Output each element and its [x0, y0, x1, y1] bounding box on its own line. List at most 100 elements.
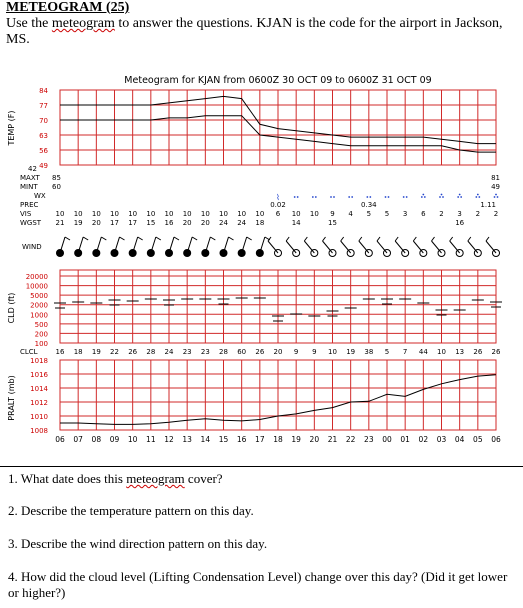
hour-label: 17: [255, 435, 265, 444]
vis-value: 6: [421, 210, 426, 218]
hour-label: 18: [273, 435, 283, 444]
wgst-label: WGST: [20, 219, 42, 227]
wind-barb: [228, 236, 234, 241]
vis-value: 10: [165, 210, 174, 218]
prec-value: 1.11: [480, 201, 496, 209]
intro-before: Use the: [6, 16, 52, 31]
question-1: 1. What date does this meteogram cover?: [8, 471, 513, 487]
wx-rain-dot-icon: [369, 196, 372, 198]
maxt-label: MAXT: [20, 174, 41, 182]
wind-barb: [485, 240, 497, 254]
clcl-value: 19: [346, 348, 355, 356]
cloud-tick-label: 5000: [30, 292, 48, 300]
maxt-right-value: 81: [491, 174, 500, 182]
wx-rain-dot-icon: [296, 196, 299, 198]
pressure-tick-label: 1012: [30, 399, 48, 407]
wind-barb: [155, 236, 162, 241]
mint-value: 60: [52, 183, 61, 191]
clcl-value: 19: [92, 348, 101, 356]
wx-rain-dot-icon: [442, 196, 444, 198]
vis-value: 3: [403, 210, 407, 218]
wind-barb: [322, 236, 326, 242]
wgst-value: 15: [146, 219, 155, 227]
wx-rain-dot-icon: [440, 193, 443, 196]
vis-value: 5: [385, 210, 389, 218]
hour-label: 05: [473, 435, 483, 444]
vis-value: 3: [457, 210, 461, 218]
wx-rain-dot-icon: [496, 196, 499, 198]
wx-rain-dot-icon: [366, 196, 369, 198]
wind-barb: [467, 240, 479, 254]
vis-value: 10: [92, 210, 101, 218]
wx-rain-dot-icon: [478, 196, 481, 198]
wind-barb: [259, 236, 266, 254]
hour-label: 16: [237, 435, 247, 444]
question-2-text: 2. Describe the temperature pattern on t…: [8, 503, 254, 518]
wgst-value: 24: [219, 219, 228, 227]
wind-barb: [95, 236, 102, 254]
wind-barb: [210, 236, 216, 241]
mint-right-value: 49: [491, 183, 500, 191]
wind-barb: [59, 236, 66, 254]
vis-value: 6: [276, 210, 281, 218]
wind-barb: [449, 236, 454, 242]
question-3-text: 3. Describe the wind direction pattern o…: [8, 536, 268, 551]
wx-rain-dot-icon: [476, 193, 479, 196]
wind-barb: [431, 240, 442, 254]
wgst-value: 21: [56, 219, 65, 227]
hour-label: 04: [455, 435, 465, 444]
wx-rain-dot-icon: [333, 196, 335, 198]
vis-value: 10: [292, 210, 301, 218]
intro-text: Use the meteogram to answer the question…: [6, 16, 518, 48]
clcl-label: CLCL: [20, 348, 38, 356]
wgst-value: 17: [110, 219, 119, 227]
wind-barb: [376, 236, 381, 242]
wx-rain-dot-icon: [405, 196, 408, 198]
hour-label: 07: [73, 435, 83, 444]
wx-rain-dot-icon: [351, 196, 354, 198]
cloud-tick-label: 10000: [26, 283, 48, 291]
wgst-value: 20: [183, 219, 192, 227]
temp-tick-label: 70: [39, 117, 48, 125]
wind-barb: [246, 236, 252, 241]
prec-value: 0.34: [361, 201, 377, 209]
wind-barb: [77, 236, 84, 254]
question-1-after: cover?: [184, 471, 223, 486]
wind-barb: [431, 236, 435, 242]
clcl-value: 23: [183, 348, 192, 356]
cloud-tick-label: 20000: [26, 273, 48, 281]
wind-label: WIND: [22, 243, 42, 251]
wind-barb: [322, 240, 333, 254]
wgst-value: 15: [328, 219, 337, 227]
wind-barb: [267, 240, 279, 254]
wind-barb: [173, 236, 180, 241]
wind-barb: [340, 240, 352, 254]
wind-barb: [137, 236, 143, 241]
wx-rain-dot-icon: [493, 196, 496, 198]
temp-tick-label: 63: [39, 132, 48, 140]
temp-axis-label: TEMP (F): [7, 110, 16, 146]
hour-label: 08: [92, 435, 102, 444]
document-header: METEOGRAM (25) Use the meteogram to answ…: [6, 0, 518, 48]
wx-rain-dot-icon: [384, 196, 387, 198]
clcl-value: 28: [219, 348, 228, 356]
wgst-value: 17: [128, 219, 137, 227]
vis-value: 10: [255, 210, 264, 218]
hour-label: 12: [164, 435, 174, 444]
temp-tick-label: 77: [39, 102, 48, 110]
vis-value: 10: [219, 210, 228, 218]
wgst-value: 19: [74, 219, 83, 227]
vis-value: 10: [74, 210, 83, 218]
wgst-value: 16: [455, 219, 464, 227]
wind-barb: [376, 240, 388, 254]
clcl-value: 9: [294, 348, 298, 356]
hour-label: 22: [346, 435, 356, 444]
wgst-value: 18: [255, 219, 264, 227]
wx-rain-dot-icon: [423, 196, 426, 198]
wx-rain-dot-icon: [458, 193, 461, 196]
hour-label: 21: [328, 435, 338, 444]
wx-thunder-icon: ⌇: [276, 193, 280, 202]
dewpoint-line: [60, 115, 496, 153]
maxt-top-number: 42: [28, 165, 37, 173]
prec-label: PREC: [20, 201, 39, 209]
